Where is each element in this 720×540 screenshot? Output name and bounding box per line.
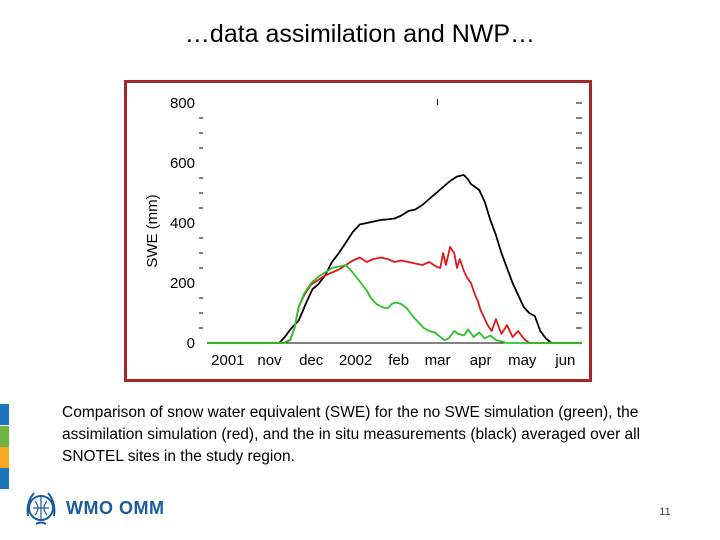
wmo-logo: WMO OMM <box>24 486 164 530</box>
side-color-bar <box>0 447 9 468</box>
side-color-bar <box>0 468 9 489</box>
y-tick-label: 200 <box>170 275 195 292</box>
x-tick-label: dec <box>299 352 324 369</box>
x-tick-label: nov <box>257 352 282 369</box>
wmo-emblem-icon <box>26 492 56 525</box>
chart-series <box>207 174 582 344</box>
logo-text: WMO OMM <box>66 497 165 518</box>
y-tick-label: 600 <box>170 155 195 172</box>
x-tick-label: feb <box>388 352 409 369</box>
x-tick-label: 2002 <box>339 352 372 369</box>
chart-frame: 0 200 400 600 800 2001 nov dec 2002 feb mar apr may j… <box>124 80 592 382</box>
series-line <box>207 264 582 344</box>
series-line <box>207 246 582 344</box>
page-number: 11 <box>659 506 671 518</box>
y-axis-label: SWE (mm) <box>144 194 161 267</box>
side-color-bar <box>0 404 9 425</box>
y-tick-label: 0 <box>187 335 195 352</box>
x-tick-label: 2001 <box>211 352 244 369</box>
x-tick-label: jun <box>554 352 575 369</box>
series-line <box>207 174 582 344</box>
figure-caption: Comparison of snow water equivalent (SWE… <box>62 404 641 465</box>
x-tick-label: mar <box>425 352 451 369</box>
swe-chart: 0 200 400 600 800 2001 nov dec 2002 feb mar apr may j… <box>144 95 582 369</box>
x-tick-label: apr <box>470 352 492 369</box>
y-tick-label: 800 <box>170 95 195 112</box>
slide-title: …data assimilation and NWP… <box>184 20 536 48</box>
side-color-bar <box>0 426 9 447</box>
x-tick-label: may <box>508 352 537 369</box>
chart-labels: 0 200 400 600 800 2001 nov dec 2002 feb mar apr may j… <box>144 95 575 369</box>
y-tick-label: 400 <box>170 215 195 232</box>
